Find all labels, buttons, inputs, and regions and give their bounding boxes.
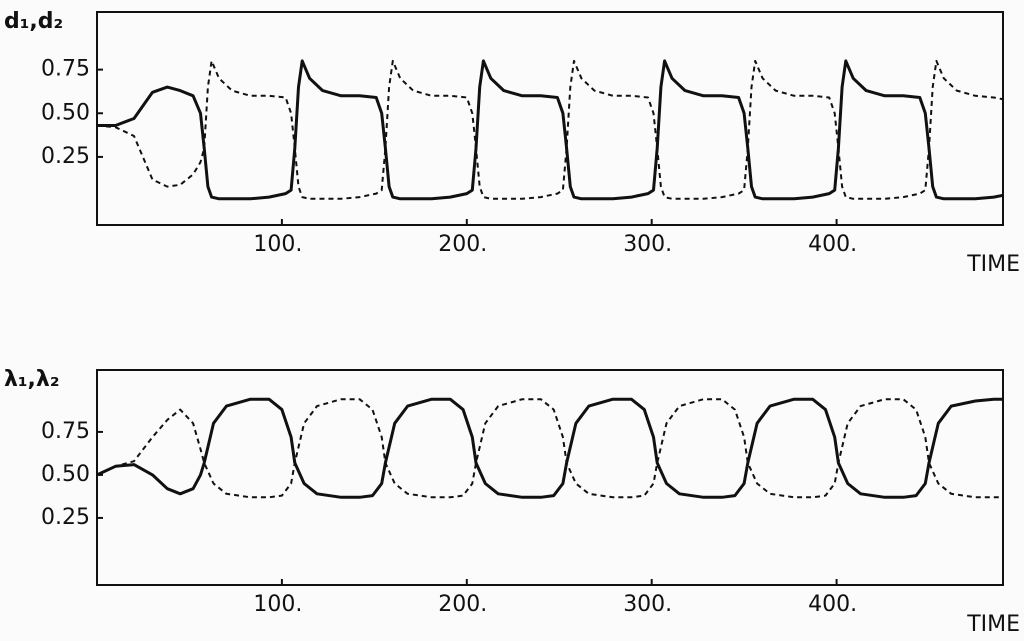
y-tick-label: 0.25 [41, 144, 90, 169]
y-tick-label: 0.75 [41, 419, 90, 444]
data-line [96, 59, 1004, 200]
y-axis-label: d₁,d₂ [4, 9, 63, 34]
x-tick-label: 200. [438, 592, 487, 617]
x-tick-label: 300. [623, 232, 672, 257]
y-tick-label: 0.75 [41, 57, 90, 82]
x-axis-label: TIME [966, 612, 1020, 637]
data-line [96, 397, 1003, 499]
y-tick-label: 0.25 [41, 505, 90, 530]
x-tick-label: 400. [808, 232, 857, 257]
y-axis-label: λ₁,λ₂ [4, 367, 59, 392]
x-tick-label: 300. [623, 592, 672, 617]
y-tick-label: 0.50 [41, 462, 90, 487]
x-tick-label: 100. [253, 592, 302, 617]
y-tick-label: 0.50 [41, 100, 90, 125]
x-axis-label: TIME [966, 252, 1020, 277]
data-line [96, 398, 1003, 499]
data-line [97, 59, 1004, 201]
x-tick-label: 400. [808, 592, 857, 617]
x-tick-label: 200. [438, 232, 487, 257]
plot-frame [96, 11, 1004, 226]
x-tick-label: 100. [253, 232, 302, 257]
plot-frame [96, 369, 1004, 586]
